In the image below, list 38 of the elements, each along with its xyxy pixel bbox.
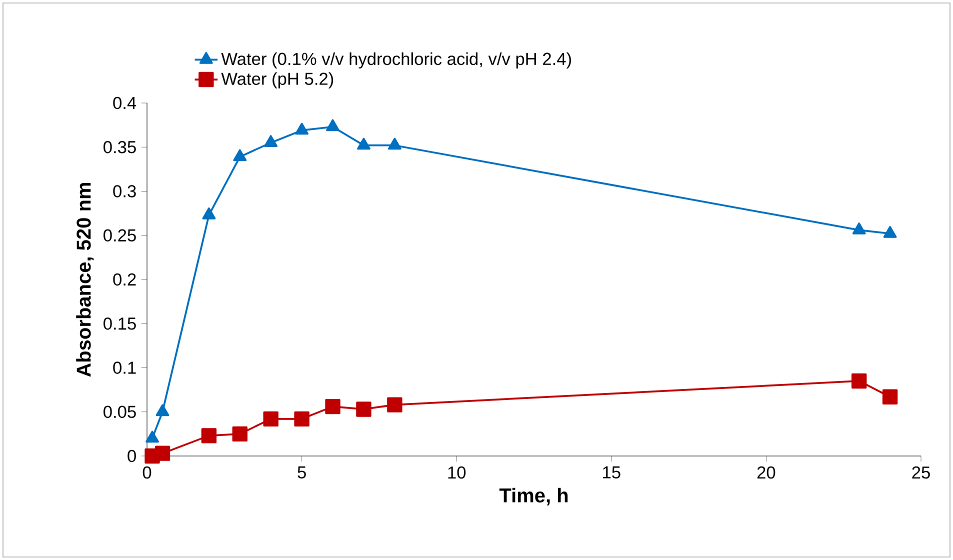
x-tick-label: 25 [912,466,930,479]
x-axis-title: Time, h [499,488,568,506]
x-tick-label: 5 [298,466,306,478]
point [264,135,278,147]
point [154,446,170,461]
point [263,411,278,427]
point [852,222,866,234]
point [883,226,897,238]
legend-label: Water (pH 5.2) [221,72,334,88]
point [387,397,402,412]
x-tick-label: 10 [448,466,466,479]
y-tick-label: 0.4 [113,96,136,110]
point [326,119,340,132]
point [388,138,402,150]
point [357,138,370,150]
point [201,428,217,444]
point [356,402,372,417]
x-tick-label: 15 [603,466,620,478]
y-axis-title: Absorbance, 520 nm [76,182,94,377]
point [202,207,216,220]
x-tick-label: 0 [142,466,152,479]
point [294,411,310,427]
point [233,149,247,162]
y-tick-label: 0.25 [104,229,136,242]
y-tick-label: 0.3 [113,185,136,198]
point [882,389,898,404]
point [295,122,309,135]
point [851,373,867,389]
y-tick-label: 0.2 [113,273,136,286]
x-tick-label: 20 [757,466,776,479]
y-tick-label: 0.1 [113,362,136,374]
y-tick-label: 0.35 [104,140,136,154]
point [232,426,248,442]
y-tick-label: 0.05 [104,406,136,418]
legend-label: Water (0.1% v/v hydrochloric acid, v/v pH 2.4) [221,52,571,69]
y-tick-label: 0.15 [104,317,136,330]
y-tick-label: 0 [128,450,136,462]
point [325,398,340,414]
